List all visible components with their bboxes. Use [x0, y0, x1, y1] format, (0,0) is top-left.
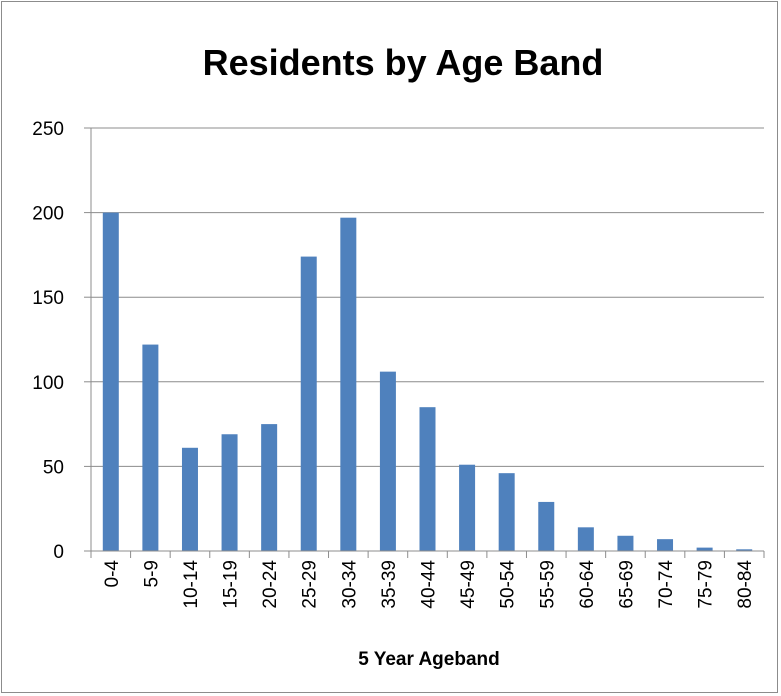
bar — [340, 217, 357, 551]
chart-title: Residents by Age Band — [203, 42, 604, 83]
bar — [142, 344, 159, 551]
y-tick-label: 200 — [32, 204, 64, 225]
x-tick-label: 35-39 — [379, 560, 400, 609]
bar — [419, 407, 436, 551]
bar — [261, 424, 278, 551]
x-tick-label: 55-59 — [537, 560, 558, 609]
x-axis-title: 5 Year Ageband — [358, 649, 500, 670]
bar — [498, 473, 515, 551]
bar — [657, 539, 674, 551]
bar — [696, 547, 713, 551]
x-tick-label: 5-9 — [141, 560, 162, 587]
bar — [221, 434, 238, 551]
y-axis-tick-labels: 0 50 100 150 200 250 — [32, 119, 64, 563]
bar — [577, 527, 594, 551]
bar — [459, 464, 476, 551]
bar — [538, 501, 555, 551]
x-tick-label: 65-69 — [616, 560, 637, 609]
bar — [617, 535, 634, 551]
y-tick-label: 150 — [32, 288, 64, 309]
x-tick-label: 60-64 — [577, 560, 598, 609]
y-tick-label: 250 — [32, 119, 64, 140]
gridlines — [91, 127, 764, 467]
x-tick-label: 0-4 — [102, 560, 123, 588]
x-tick-label: 50-54 — [498, 560, 519, 609]
y-tick-label: 0 — [53, 542, 64, 563]
x-axis-tick-labels: 0-4 5-9 10-14 15-19 20-24 25-29 30-34 35-39 40-4… — [102, 560, 756, 609]
x-tick-label: 20-24 — [260, 560, 281, 609]
bar — [181, 447, 198, 551]
bar — [300, 256, 317, 551]
x-tick-label: 15-19 — [221, 560, 242, 609]
x-tick-label: 30-34 — [339, 560, 360, 609]
x-tick-label: 70-74 — [656, 560, 677, 609]
x-tick-label: 40-44 — [419, 560, 440, 609]
x-tick-label: 75-79 — [696, 560, 717, 609]
axes — [84, 127, 765, 558]
y-tick-label: 50 — [43, 457, 64, 478]
x-tick-label: 10-14 — [181, 560, 202, 609]
y-tick-label: 100 — [32, 373, 64, 394]
x-tick-label: 25-29 — [300, 560, 321, 609]
bar — [102, 212, 119, 551]
x-tick-label: 80-84 — [735, 560, 756, 609]
bar — [736, 549, 753, 551]
bars — [102, 212, 753, 551]
x-tick-label: 45-49 — [458, 560, 479, 609]
bar — [379, 371, 396, 551]
